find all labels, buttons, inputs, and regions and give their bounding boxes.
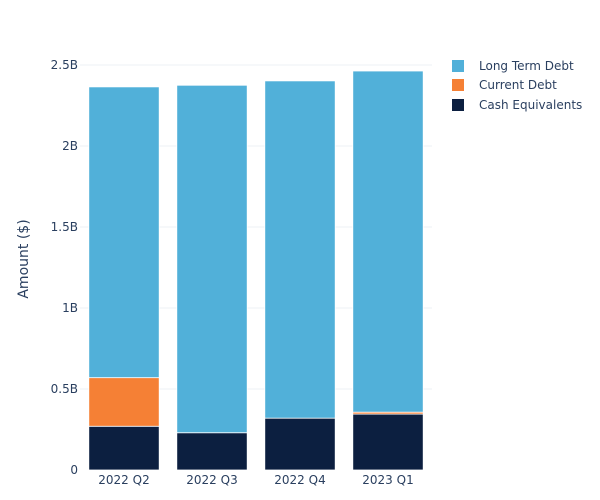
y-tick-label: 0 (70, 463, 78, 477)
legend-item-long-term-debt[interactable]: Long Term Debt (452, 56, 582, 76)
y-axis-label: Amount ($) (16, 219, 32, 298)
bar-cash-equivalents-2022-q3 (176, 432, 248, 471)
legend-label: Current Debt (479, 78, 557, 93)
bar-cash-equivalents-2022-q4 (264, 417, 336, 471)
legend-item-cash-equivalents[interactable]: Cash Equivalents (452, 95, 582, 115)
y-tick-label: 0.5B (51, 382, 78, 396)
bar-long-term-debt-2022-q3 (176, 84, 248, 434)
y-tick-label: 1B (62, 301, 78, 315)
x-tick-label: 2022 Q4 (274, 473, 325, 487)
x-axis-ticks: 2022 Q2 2022 Q3 2022 Q4 2023 Q1 (98, 473, 413, 487)
bars (88, 70, 424, 471)
bar-current-debt-2022-q2 (88, 377, 160, 427)
bar-cash-equivalents-2022-q2 (88, 425, 160, 471)
bar-long-term-debt-2023-q1 (352, 70, 424, 413)
legend: Long Term Debt Current Debt Cash Equivalen… (452, 56, 582, 115)
y-tick-label: 2.5B (51, 58, 78, 72)
legend-item-current-debt[interactable]: Current Debt (452, 76, 582, 96)
legend-label: Long Term Debt (479, 58, 574, 73)
y-tick-label: 2B (62, 139, 78, 153)
legend-swatch (452, 59, 464, 72)
x-tick-label: 2022 Q3 (186, 473, 237, 487)
bar-long-term-debt-2022-q2 (88, 86, 160, 379)
legend-swatch (452, 98, 464, 111)
y-axis-ticks: 0 0.5B 1B 1.5B 2B 2.5B (51, 58, 78, 477)
legend-swatch (452, 79, 464, 92)
bar-cash-equivalents-2023-q1 (352, 413, 424, 471)
y-tick-label: 1.5B (51, 220, 78, 234)
x-tick-label: 2022 Q2 (98, 473, 149, 487)
x-tick-label: 2023 Q1 (362, 473, 413, 487)
legend-label: Cash Equivalents (479, 97, 583, 112)
bar-long-term-debt-2022-q4 (264, 80, 336, 419)
